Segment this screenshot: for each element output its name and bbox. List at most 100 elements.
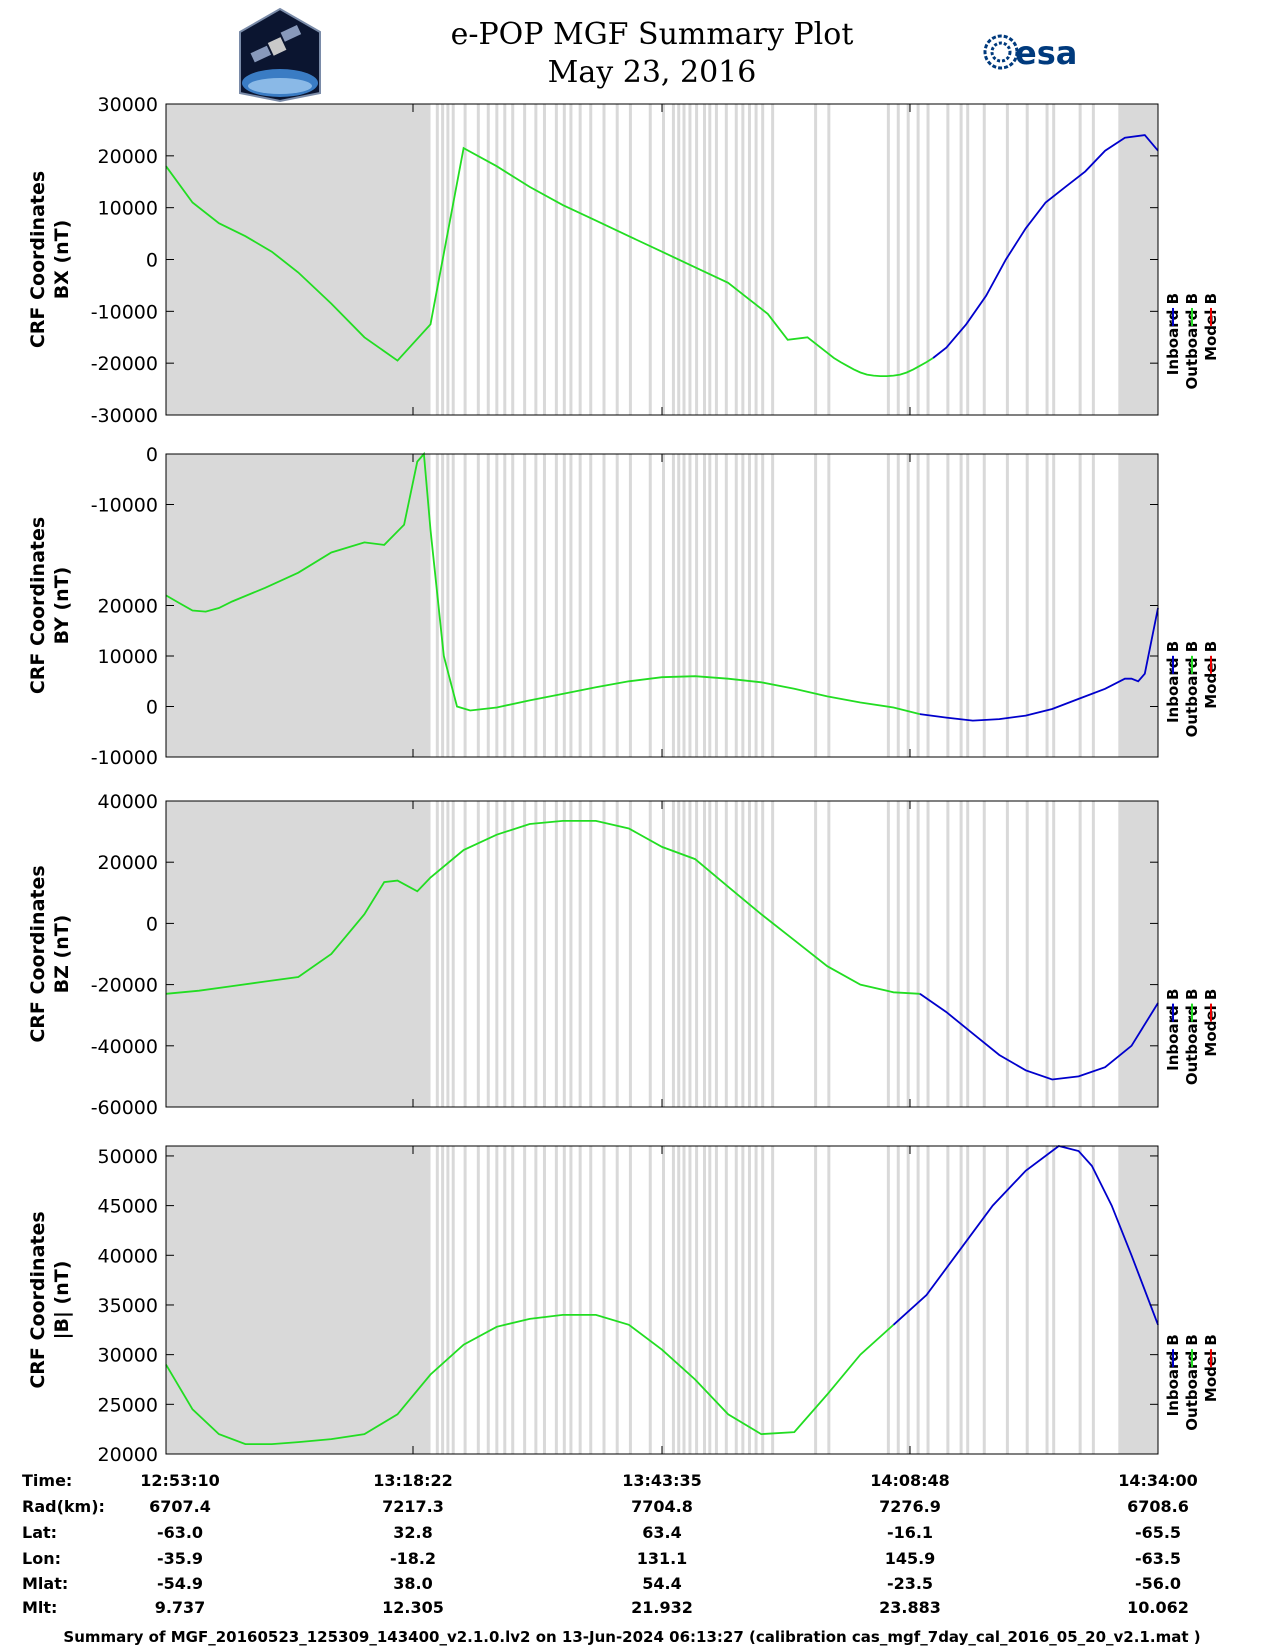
data-gap-stripe [554, 454, 558, 757]
data-gap-stripe [648, 801, 652, 1107]
data-gap-stripe [671, 454, 675, 757]
data-gap-stripe [562, 104, 566, 415]
data-gap-stripe [886, 1146, 890, 1454]
legend-label: Outboard B [1183, 641, 1201, 738]
data-gap-stripe [734, 801, 738, 1107]
ephemeris-cell: 131.1 [637, 1549, 688, 1568]
ephemeris-cell: 145.9 [885, 1549, 936, 1568]
data-gap-stripe [982, 1146, 986, 1454]
data-gap-stripe [1091, 104, 1095, 415]
legend-label: Outboard B [1183, 1334, 1201, 1431]
data-gap-stripe [602, 104, 606, 415]
data-gap-stripe [1052, 1146, 1056, 1454]
series-line-inboard-b [932, 134, 1159, 359]
data-gap-stripe [503, 104, 507, 415]
data-gap-stripe [714, 1146, 718, 1454]
data-gap-stripe [966, 104, 970, 415]
data-gap-stripe [916, 801, 920, 1107]
data-gap-stripe [451, 801, 455, 1107]
data-gap-stripe [569, 1146, 573, 1454]
ephemeris-cell: 7276.9 [879, 1497, 941, 1516]
data-gap-stripe [534, 454, 538, 757]
data-gap-stripe [926, 1146, 930, 1454]
data-gap-stripe [814, 801, 818, 1107]
data-gap-stripe [542, 1146, 546, 1454]
data-gap-stripe [495, 104, 499, 415]
data-gap-stripe [503, 1146, 507, 1454]
data-gap-stripe [695, 454, 699, 757]
y-tick-label: 10000 [98, 646, 158, 668]
data-gap-stripe [435, 454, 439, 757]
data-gap-stripe [946, 801, 950, 1107]
series-line-inboard-b [919, 993, 1159, 1081]
data-gap-stripe [959, 801, 963, 1107]
data-gap-stripe [688, 104, 692, 415]
data-gap-stripe [615, 801, 619, 1107]
data-gap-stripe [534, 104, 538, 415]
data-gap-stripe [441, 1146, 445, 1454]
ephemeris-cell: -23.5 [887, 1574, 933, 1593]
data-gap-stripe [1005, 104, 1009, 415]
data-gap-stripe [754, 801, 758, 1107]
y-axis-label: CRF Coordinates [27, 1211, 49, 1388]
ephemeris-cell: 23.883 [879, 1598, 941, 1617]
data-gap-stripe [569, 454, 573, 757]
shade-region [166, 454, 431, 757]
data-gap-stripe [714, 104, 718, 415]
y-tick-label: -30000 [91, 405, 158, 427]
data-gap-stripe [1091, 1146, 1095, 1454]
data-gap-stripe [896, 454, 900, 757]
ephemeris-cell: 7217.3 [382, 1497, 444, 1516]
data-gap-stripe [771, 104, 775, 415]
data-gap-stripe [946, 104, 950, 415]
data-gap-stripe [906, 454, 910, 757]
data-gap-stripe [476, 1146, 480, 1454]
data-gap-stripe [446, 104, 450, 415]
ephemeris-cell: -35.9 [157, 1549, 203, 1568]
data-gap-stripe [463, 454, 467, 757]
y-tick-label: 35000 [98, 1295, 158, 1317]
data-gap-stripe [966, 1146, 970, 1454]
data-gap-stripe [662, 801, 665, 1107]
plot-title: e-POP MGF Summary Plot [451, 17, 854, 52]
data-gap-stripe [1078, 104, 1082, 415]
ephemeris-cell: 6708.6 [1127, 1497, 1189, 1516]
data-gap-stripe [741, 104, 745, 415]
y-axis-label: CRF Coordinates [27, 517, 49, 694]
data-gap-stripe [1025, 1146, 1029, 1454]
y-axis-unit-label: BY (nT) [51, 567, 73, 645]
data-gap-stripe [734, 104, 738, 415]
data-gap-stripe [1025, 454, 1029, 757]
data-gap-stripe [771, 801, 775, 1107]
legend-label: Model B [1202, 641, 1220, 709]
data-gap-stripe [714, 454, 718, 757]
shade-region [166, 104, 431, 415]
data-gap-stripe [982, 104, 986, 415]
data-gap-stripe [724, 801, 728, 1107]
data-gap-stripe [476, 454, 480, 757]
y-axis-label: CRF Coordinates [27, 865, 49, 1042]
data-gap-stripe [1005, 801, 1009, 1107]
data-gap-stripe [982, 454, 986, 757]
data-gap-stripe [523, 1146, 527, 1454]
data-gap-stripe [671, 801, 675, 1107]
data-gap-stripe [1052, 104, 1056, 415]
data-gap-stripe [534, 801, 538, 1107]
data-gap-stripe [511, 1146, 515, 1454]
shade-region [1118, 801, 1158, 1107]
data-gap-stripe [761, 1146, 765, 1454]
data-gap-stripe [511, 104, 515, 415]
data-gap-stripe [708, 104, 712, 415]
data-gap-stripe [662, 454, 665, 757]
data-gap-stripe [703, 801, 707, 1107]
data-gap-stripe [589, 801, 593, 1107]
series-line-inboard-b [919, 607, 1159, 722]
series-line-outboard-b [165, 146, 934, 378]
ephemeris-cell: 10.062 [1127, 1598, 1189, 1617]
ephemeris-cell: 54.4 [642, 1574, 681, 1593]
ephemeris-cell: 13:18:22 [373, 1471, 453, 1490]
data-gap-stripe [671, 1146, 675, 1454]
series-line-outboard-b [165, 820, 920, 995]
data-gap-stripe [542, 801, 546, 1107]
